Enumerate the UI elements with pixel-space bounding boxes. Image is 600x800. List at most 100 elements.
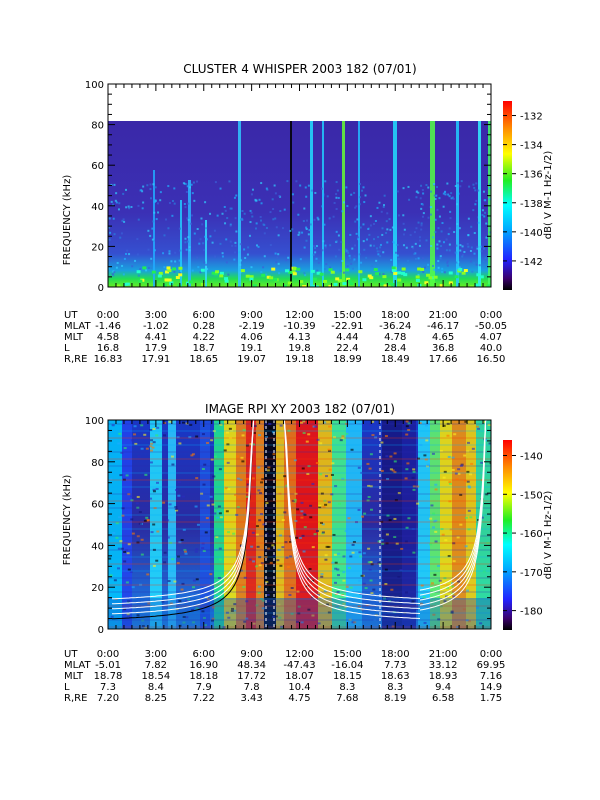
- noise-pixel: [448, 481, 452, 484]
- noise-pixel: [108, 267, 111, 270]
- noise-pixel: [302, 432, 306, 435]
- lowfreq-pixel: [476, 273, 481, 277]
- noise-pixel: [332, 215, 335, 218]
- noise-pixel: [378, 273, 381, 276]
- noise-pixel: [230, 429, 234, 432]
- noise-pixel: [255, 604, 259, 607]
- noise-pixel: [467, 441, 471, 444]
- noise-pixel: [265, 532, 269, 535]
- noise-pixel: [341, 437, 345, 440]
- noise-pixel: [328, 468, 332, 471]
- spectral-band: [418, 420, 430, 629]
- noise-pixel: [452, 560, 456, 563]
- noise-pixel: [441, 270, 444, 273]
- noise-pixel: [429, 213, 432, 216]
- noise-pixel: [215, 536, 219, 539]
- noise-pixel: [303, 526, 307, 529]
- noise-pixel: [126, 613, 130, 616]
- noise-pixel: [205, 238, 208, 241]
- noise-pixel: [484, 439, 488, 442]
- noise-pixel: [389, 468, 393, 471]
- noise-pixel: [159, 199, 162, 202]
- noise-pixel: [180, 588, 184, 591]
- noise-pixel: [226, 217, 229, 220]
- noise-pixel: [257, 489, 261, 492]
- noise-pixel: [224, 209, 227, 212]
- noise-pixel: [269, 211, 272, 214]
- noise-pixel: [440, 528, 444, 531]
- noise-pixel: [322, 195, 325, 198]
- noise-pixel: [397, 575, 401, 578]
- noise-pixel: [258, 564, 262, 567]
- lowfreq-pixel: [448, 271, 453, 275]
- noise-pixel: [434, 231, 437, 234]
- noise-pixel: [453, 231, 456, 234]
- noise-pixel: [431, 264, 434, 267]
- noise-pixel: [152, 220, 155, 223]
- noise-pixel: [266, 188, 269, 191]
- noise-pixel: [166, 519, 170, 522]
- noise-pixel: [433, 194, 436, 197]
- spectral-streak: [153, 170, 155, 287]
- ytick-label: 0: [98, 625, 104, 636]
- noise-pixel: [268, 585, 272, 588]
- noise-pixel: [122, 218, 125, 221]
- noise-pixel: [123, 447, 127, 450]
- lowfreq-pixel: [311, 284, 316, 287]
- noise-pixel: [321, 249, 324, 252]
- ephemeris-value: 33.12: [429, 660, 458, 671]
- noise-pixel: [332, 436, 336, 439]
- noise-pixel: [415, 605, 419, 608]
- noise-pixel: [248, 234, 251, 237]
- noise-pixel: [324, 554, 328, 557]
- noise-pixel: [411, 600, 415, 603]
- noise-pixel: [295, 536, 299, 539]
- noise-pixel: [451, 468, 455, 471]
- noise-pixel: [373, 618, 377, 621]
- noise-pixel: [257, 466, 261, 469]
- noise-pixel: [390, 258, 393, 261]
- noise-pixel: [140, 424, 144, 427]
- noise-pixel: [120, 232, 123, 235]
- noise-pixel: [427, 216, 430, 219]
- noise-pixel: [414, 252, 417, 255]
- noise-pixel: [370, 563, 374, 566]
- ephemeris-value: 4.44: [336, 332, 358, 343]
- noise-pixel: [477, 427, 481, 430]
- noise-pixel: [375, 259, 378, 262]
- ephemeris-value: 7.3: [100, 682, 116, 693]
- noise-pixel: [170, 455, 174, 458]
- noise-pixel: [359, 226, 362, 229]
- noise-pixel: [355, 205, 358, 208]
- noise-pixel: [417, 257, 420, 260]
- ephemeris-value: 7.16: [480, 671, 502, 682]
- spectral-band: [150, 420, 162, 629]
- noise-pixel: [117, 516, 121, 519]
- noise-pixel: [482, 190, 485, 193]
- noise-pixel: [272, 218, 275, 221]
- noise-pixel: [414, 242, 417, 245]
- noise-pixel: [153, 507, 157, 510]
- noise-pixel: [300, 621, 304, 624]
- noise-pixel: [123, 560, 127, 563]
- noise-pixel: [292, 201, 295, 204]
- ytick-label: 100: [85, 416, 104, 427]
- noise-pixel: [463, 454, 467, 457]
- lowfreq-pixel: [245, 274, 250, 278]
- noise-pixel: [344, 530, 348, 533]
- noise-pixel: [384, 435, 388, 438]
- noise-pixel: [427, 186, 430, 189]
- noise-pixel: [209, 495, 213, 498]
- noise-pixel: [430, 244, 433, 247]
- noise-pixel: [432, 236, 435, 239]
- noise-pixel: [115, 201, 118, 204]
- noise-pixel: [265, 273, 268, 276]
- noise-pixel: [425, 424, 429, 427]
- noise-pixel: [262, 523, 266, 526]
- noise-pixel: [182, 182, 185, 185]
- ephemeris-row-label: L: [64, 682, 70, 693]
- noise-pixel: [331, 561, 335, 564]
- noise-pixel: [406, 462, 410, 465]
- noise-pixel: [318, 504, 322, 507]
- noise-pixel: [407, 422, 411, 425]
